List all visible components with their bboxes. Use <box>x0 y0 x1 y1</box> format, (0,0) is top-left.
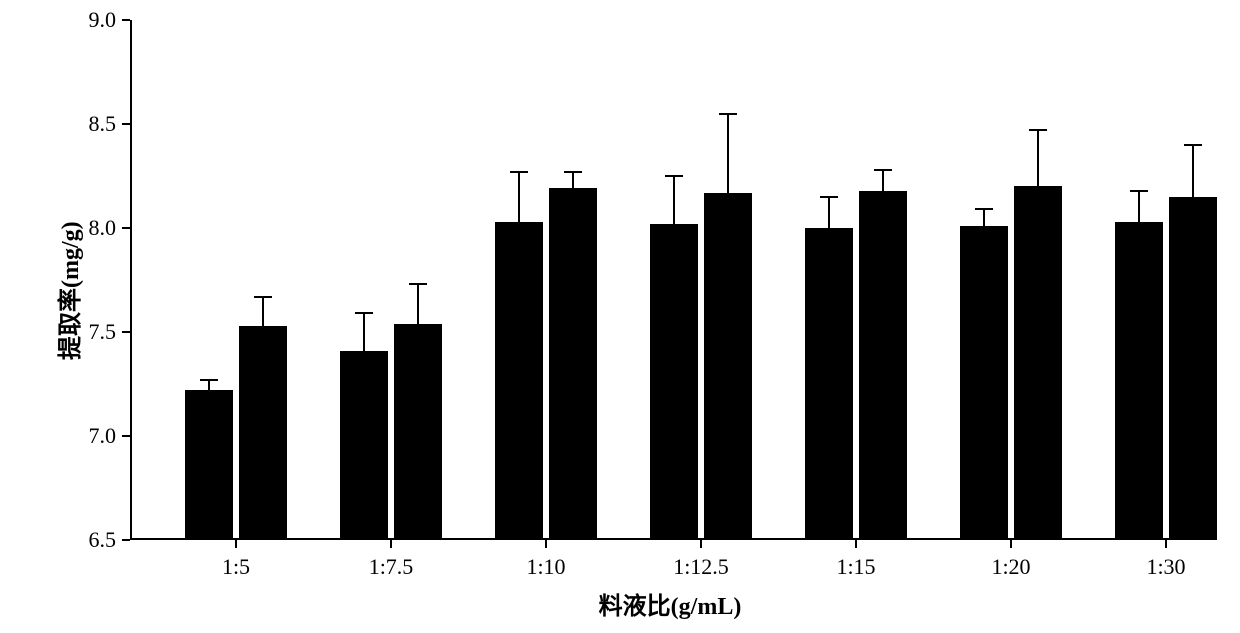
x-tick <box>235 540 237 548</box>
errorbar-stem <box>208 380 210 390</box>
errorbar-stem <box>828 197 830 228</box>
y-axis-title: 提取率(mg/g) <box>50 221 85 360</box>
y-tick-label: 8.5 <box>89 111 117 137</box>
y-tick <box>122 227 130 229</box>
errorbar-stem <box>882 170 884 191</box>
x-tick-label: 1:20 <box>991 554 1030 580</box>
bar <box>704 193 752 540</box>
errorbar-stem <box>572 172 574 189</box>
x-tick <box>700 540 702 548</box>
x-tick-label: 1:10 <box>526 554 565 580</box>
errorbar-cap <box>719 113 737 115</box>
bar <box>340 351 388 540</box>
bar <box>960 226 1008 540</box>
errorbar-stem <box>363 313 365 350</box>
errorbar-stem <box>1037 130 1039 186</box>
y-axis-line <box>130 20 132 540</box>
errorbar-cap <box>200 379 218 381</box>
x-tick <box>1010 540 1012 548</box>
bar <box>650 224 698 540</box>
errorbar-stem <box>262 297 264 326</box>
plot-area: 6.57.07.58.08.59.01:51:7.51:101:12.51:15… <box>130 20 1210 540</box>
x-tick <box>545 540 547 548</box>
y-tick <box>122 539 130 541</box>
bar <box>394 324 442 540</box>
x-tick <box>390 540 392 548</box>
x-tick-label: 1:15 <box>836 554 875 580</box>
errorbar-stem <box>1138 191 1140 222</box>
bar <box>185 390 233 540</box>
errorbar-stem <box>518 172 520 222</box>
y-tick-label: 9.0 <box>89 7 117 33</box>
errorbar-stem <box>673 176 675 224</box>
errorbar-cap <box>564 171 582 173</box>
errorbar-cap <box>254 296 272 298</box>
x-axis-title: 料液比(g/mL) <box>599 586 742 621</box>
bar <box>805 228 853 540</box>
errorbar-cap <box>975 208 993 210</box>
errorbar-stem <box>417 284 419 324</box>
y-tick-label: 6.5 <box>89 527 117 553</box>
y-tick-label: 7.0 <box>89 423 117 449</box>
errorbar-cap <box>820 196 838 198</box>
x-tick-label: 1:5 <box>222 554 250 580</box>
errorbar-stem <box>1192 145 1194 197</box>
bar <box>549 188 597 540</box>
y-tick-label: 8.0 <box>89 215 117 241</box>
errorbar-cap <box>874 169 892 171</box>
x-tick-label: 1:30 <box>1146 554 1185 580</box>
errorbar-stem <box>727 114 729 193</box>
bar <box>495 222 543 540</box>
bar <box>239 326 287 540</box>
x-tick-label: 1:7.5 <box>369 554 414 580</box>
bar <box>859 191 907 540</box>
errorbar-cap <box>409 283 427 285</box>
errorbar-stem <box>983 209 985 226</box>
x-tick <box>855 540 857 548</box>
errorbar-cap <box>1184 144 1202 146</box>
y-tick <box>122 123 130 125</box>
bar <box>1169 197 1217 540</box>
x-tick <box>1165 540 1167 548</box>
bar <box>1014 186 1062 540</box>
bar <box>1115 222 1163 540</box>
x-tick-label: 1:12.5 <box>673 554 729 580</box>
errorbar-cap <box>1029 129 1047 131</box>
errorbar-cap <box>510 171 528 173</box>
y-tick <box>122 331 130 333</box>
y-tick-label: 7.5 <box>89 319 117 345</box>
chart-figure: 6.5 7.0 7.5 8.0 8.5 9.0 1:5 1:7.5 1:10 1:12.5 1:15… <box>0 0 1240 633</box>
errorbar-cap <box>665 175 683 177</box>
y-tick <box>122 19 130 21</box>
errorbar-cap <box>355 312 373 314</box>
errorbar-cap <box>1130 190 1148 192</box>
y-tick <box>122 435 130 437</box>
